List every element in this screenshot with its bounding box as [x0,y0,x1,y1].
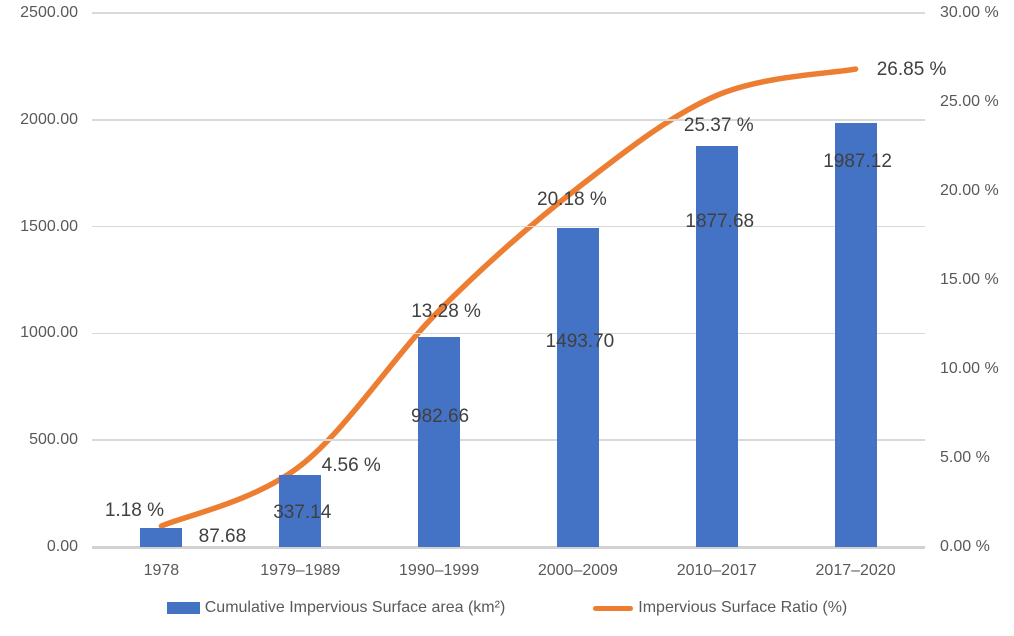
x-axis-category-label: 1978 [143,562,180,579]
left-axis-tick-label: 0.00 [46,538,78,555]
x-axis-category-label: 1979–1989 [260,562,341,579]
right-axis-tick-label: 5.00 % [940,449,990,466]
ratio-value-label: 26.85 % [876,59,947,81]
bar [834,122,877,547]
right-axis-tick-label: 25.00 % [940,93,999,110]
gridline [92,439,925,441]
bar [695,145,738,547]
legend-item-bar-series: Cumulative Impervious Surface area (km²) [166,599,506,617]
gridline [92,225,925,228]
ratio-line [158,66,859,529]
bar-value-label: 1987.12 [823,150,892,172]
x-axis-line [92,546,925,549]
bar-value-label: 87.68 [198,526,247,548]
left-axis-tick-label: 2000.00 [20,110,78,128]
ratio-value-label: 20.18 % [537,188,607,210]
gridline [92,12,925,14]
x-axis-category-label: 2010–2017 [676,562,757,579]
left-axis-tick-label: 1000.00 [20,324,78,342]
legend-item-line-series: Impervious Surface Ratio (%) [593,599,847,617]
bar-value-label: 1877.68 [685,210,755,232]
ratio-value-label: 1.18 % [104,499,164,521]
x-axis-category-label: 2017–2020 [815,562,896,579]
right-axis-tick-label: 0.00 % [940,538,990,555]
right-axis-tick-label: 15.00 % [940,271,999,288]
x-axis-category-label: 1990–1999 [399,562,480,579]
gridline [92,119,925,121]
ratio-value-label: 4.56 % [321,454,381,476]
bar-series-legend-label: Cumulative Impervious Surface area (km²) [204,599,506,616]
bar-value-label: 1493.70 [545,330,615,352]
bar [556,227,599,547]
bar [418,337,461,547]
bar [279,474,322,547]
legend: Cumulative Impervious Surface area (km²)… [0,599,1014,617]
bar-series-swatch-icon [166,602,200,614]
line-series-legend-label: Impervious Surface Ratio (%) [638,599,848,616]
bar-value-label: 337.14 [273,501,332,523]
left-axis-tick-label: 2500.00 [20,4,78,21]
bar-value-label: 982.66 [411,406,470,428]
bar [140,528,183,547]
right-axis-tick-label: 20.00 % [940,182,999,199]
left-axis-tick-label: 1500.00 [20,217,78,235]
ratio-value-label: 25.37 % [683,115,754,137]
right-axis-tick-label: 30.00 % [940,4,999,21]
right-axis-tick-label: 10.00 % [940,360,999,377]
ratio-value-label: 13.28 % [411,300,481,322]
x-axis-category-label: 2000–2009 [537,562,618,579]
line-series-swatch-icon [593,605,634,611]
left-axis-tick-label: 500.00 [29,431,78,449]
gridline [92,332,925,335]
